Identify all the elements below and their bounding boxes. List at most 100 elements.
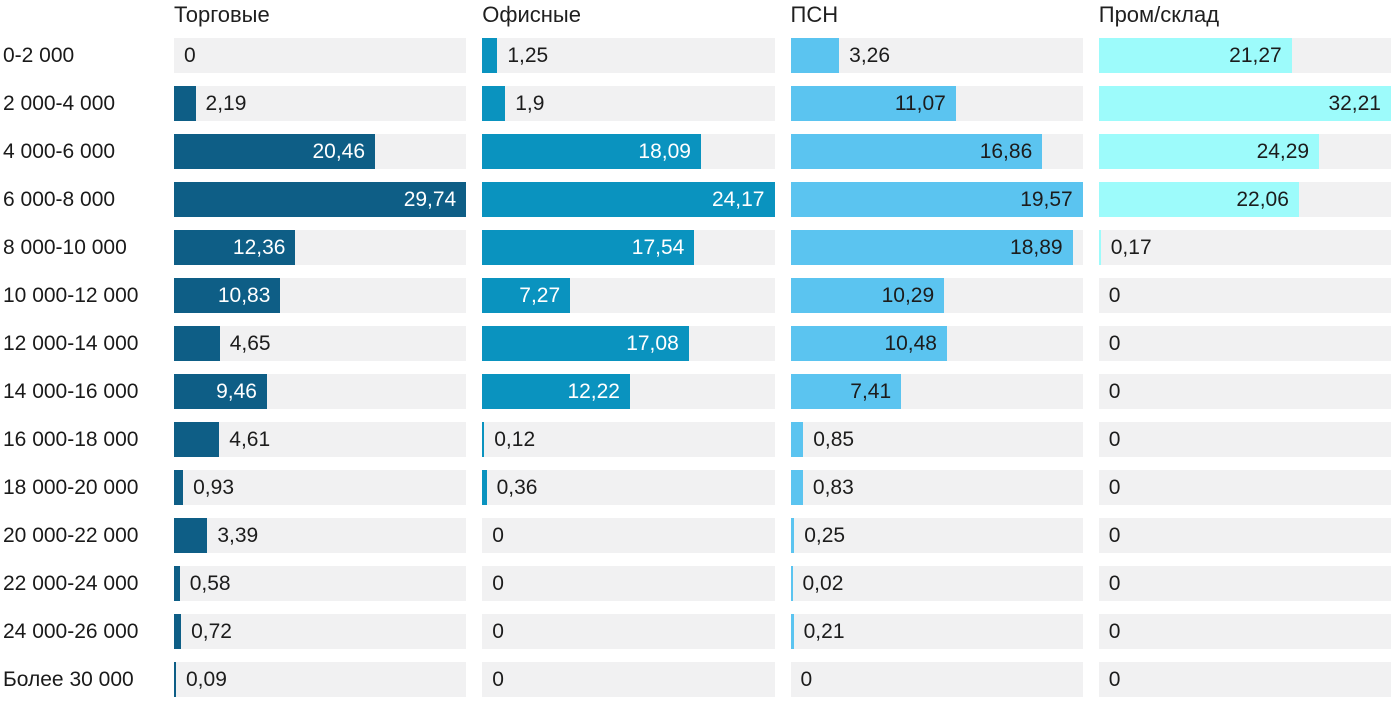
bar-track: 0,21: [790, 614, 1083, 649]
bar: 29,74: [174, 182, 467, 217]
bar: [174, 86, 196, 121]
bar-value-label: 0: [1108, 475, 1121, 499]
bar-track: 32,21: [1098, 86, 1391, 121]
category-row: 10 000-12 000: [0, 278, 158, 313]
category-label: 8 000-10 000: [3, 235, 127, 259]
bar: 24,17: [482, 182, 775, 217]
bar-value-label: 32,21: [1328, 91, 1381, 115]
bar-track: 4,61: [174, 422, 467, 457]
category-row: Более 30 000: [0, 662, 158, 697]
category-labels-column: 0-2 000 2 000-4 000 4 000-6 000 6 000-8 000…: [0, 0, 158, 718]
bar: [790, 422, 804, 457]
category-label: 22 000-24 000: [3, 571, 139, 595]
bar-track: 0: [482, 518, 775, 553]
bar: 19,57: [790, 182, 1083, 217]
bar-track: 0: [482, 614, 775, 649]
bar: [790, 614, 794, 649]
bar-track: 29,74: [174, 182, 467, 217]
bar-value-label: 18,09: [638, 139, 691, 163]
bar-value-label: 17,08: [626, 331, 679, 355]
bar-value-label: 2,19: [205, 91, 247, 115]
bar-value-label: 0,83: [812, 475, 854, 499]
bar-value-label: 0: [492, 619, 504, 643]
bar-value-label: 0,85: [813, 427, 855, 451]
bar-track: 18,89: [790, 230, 1083, 265]
bar-track: 3,26: [790, 38, 1083, 73]
bar-track: 10,48: [790, 326, 1083, 361]
bar-value-label: 0: [1108, 331, 1121, 355]
bar: 17,08: [482, 326, 689, 361]
bar-track: 17,54: [482, 230, 775, 265]
bar-track: 20,46: [174, 134, 467, 169]
bar-track: 0: [1098, 470, 1391, 505]
bar-track: 0: [1098, 374, 1391, 409]
bar-track: 0: [1098, 278, 1391, 313]
bar: [174, 326, 220, 361]
bar-track: 11,07: [790, 86, 1083, 121]
bar-value-label: 0,36: [496, 475, 538, 499]
bar-track: 0: [1098, 326, 1391, 361]
bar-value-label: 0,09: [186, 667, 227, 691]
series-column-2: Офисные 1,25 1,9 18,09 24,17 17,54 7,27 17,08 12…: [482, 0, 775, 718]
bar-track: 0,36: [482, 470, 775, 505]
bar-value-label: 24,17: [711, 187, 765, 211]
bar-track: 0: [174, 38, 467, 73]
category-label: 18 000-20 000: [3, 475, 139, 499]
bar: 32,21: [1098, 86, 1391, 121]
bar-value-label: 0: [1108, 379, 1121, 403]
bar: 16,86: [790, 134, 1043, 169]
category-label: 20 000-22 000: [3, 523, 139, 547]
category-label: 24 000-26 000: [3, 619, 139, 643]
bar: 9,46: [174, 374, 267, 409]
bar: 22,06: [1098, 182, 1299, 217]
series-header: Торговые: [174, 2, 270, 27]
bar-value-label: 0: [1108, 523, 1121, 547]
bar-value-label: 3,39: [217, 523, 259, 547]
bar-value-label: 0,93: [193, 475, 234, 499]
category-row: 4 000-6 000: [0, 134, 158, 169]
bar: [482, 470, 487, 505]
bar-track: 7,27: [482, 278, 775, 313]
category-label: 4 000-6 000: [3, 139, 116, 163]
category-row: 16 000-18 000: [0, 422, 158, 457]
bar-value-label: 4,61: [229, 427, 271, 451]
bar: [790, 518, 795, 553]
category-row: 22 000-24 000: [0, 566, 158, 601]
bar-track: 0: [1098, 518, 1391, 553]
bar-value-label: 0: [1108, 283, 1121, 307]
bar-value-label: 20,46: [312, 139, 366, 163]
bar-track: 0,72: [174, 614, 467, 649]
bar-value-label: 0: [1108, 427, 1121, 451]
bar: [1098, 230, 1101, 265]
bar-track: 0,17: [1098, 230, 1391, 265]
bar-track: 0,83: [790, 470, 1083, 505]
bar-value-label: 11,07: [894, 91, 946, 115]
bar-value-label: 10,29: [881, 283, 935, 307]
bar-track: 17,08: [482, 326, 775, 361]
category-label: 6 000-8 000: [3, 187, 116, 211]
bar-track: 0,58: [174, 566, 467, 601]
bar: 21,27: [1098, 38, 1292, 73]
bar-value-label: 7,27: [519, 283, 561, 307]
bar-value-label: 29,74: [403, 187, 457, 211]
bar: 7,27: [482, 278, 571, 313]
bar: [174, 662, 176, 697]
bar-value-label: 0: [492, 523, 504, 547]
bar-value-label: 4,65: [229, 331, 271, 355]
bar: [482, 422, 485, 457]
category-row: 14 000-16 000: [0, 374, 158, 409]
bar-track: 7,41: [790, 374, 1083, 409]
series-column-1: Торговые 0 2,19 20,46 29,74 12,36 10,83 4,65 9,4…: [174, 0, 467, 718]
category-label: 16 000-18 000: [3, 427, 139, 451]
bar-value-label: 12,22: [567, 379, 620, 403]
bar-track: 3,39: [174, 518, 467, 553]
bar-track: 10,29: [790, 278, 1083, 313]
bar-value-label: 0: [184, 43, 196, 67]
bar: 12,22: [482, 374, 630, 409]
bar-track: 0: [1098, 662, 1391, 697]
bar: 7,41: [790, 374, 902, 409]
bar: 12,36: [174, 230, 296, 265]
bar-track: 4,65: [174, 326, 467, 361]
bar-track: 0: [482, 662, 775, 697]
bar-track: 12,22: [482, 374, 775, 409]
